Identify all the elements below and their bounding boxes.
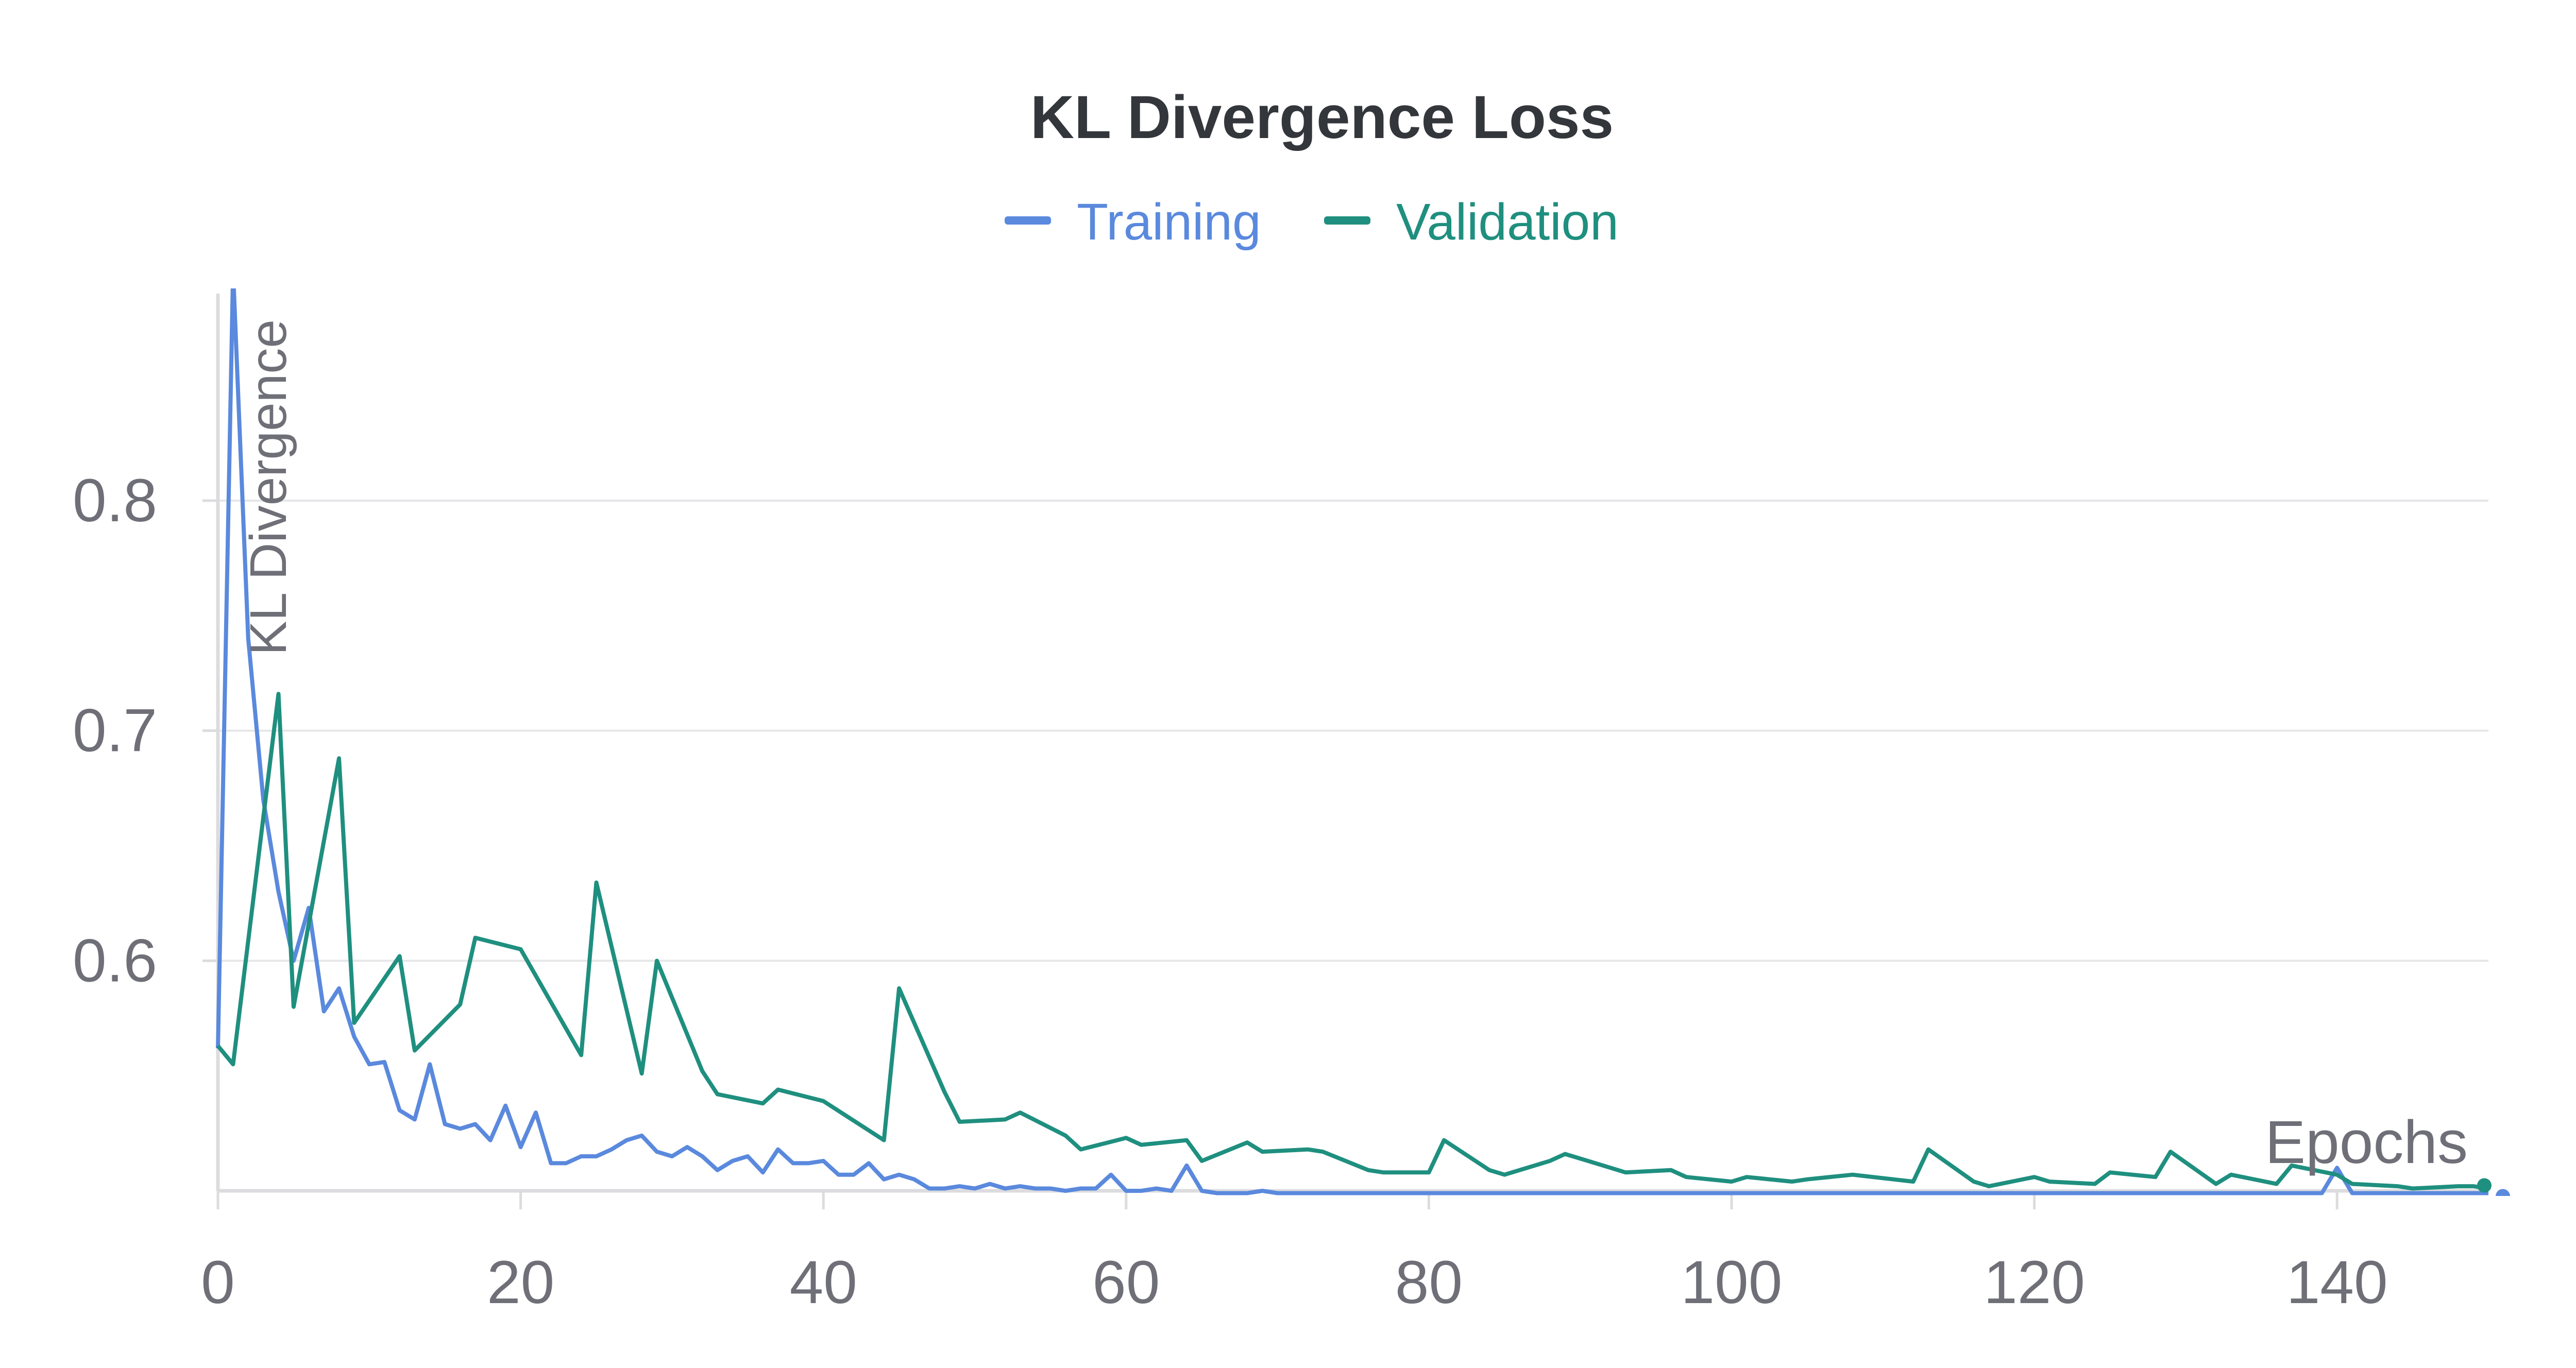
grid-lines [202,499,2488,962]
x-tick-label: 120 [1984,1249,2085,1316]
series-line-validation [216,692,2489,1191]
y-tick-label: 0.8 [73,467,157,535]
legend-swatch-training [1005,216,1051,225]
x-tick-label: 80 [1395,1249,1463,1316]
series-end-marker-training [2496,1189,2510,1196]
y-axis-label: KL Divergence [240,319,297,655]
x-axis-label: Epochs [2265,1108,2468,1176]
x-tick-labels: 0 20 40 60 80 100 120 140 [201,1249,2387,1316]
x-tick-label: 0 [201,1249,235,1316]
legend-item-validation[interactable]: Validation [1324,193,1619,251]
x-tick-label: 20 [487,1249,554,1316]
x-tick-label: 40 [790,1249,857,1316]
series-end-marker-validation [2477,1178,2492,1193]
series-line-training [216,288,2488,1195]
legend-item-training[interactable]: Training [1005,193,1261,251]
chart-title: KL Divergence Loss [1030,83,1614,151]
y-tick-label: 0.6 [73,927,157,995]
x-tick-label: 60 [1092,1249,1160,1316]
y-tick-label: 0.7 [73,697,157,765]
legend-label-validation: Validation [1396,193,1619,251]
y-tick-labels: 0.6 0.7 0.8 [73,467,157,995]
legend: Training Validation [1005,193,1619,251]
x-tick-label: 140 [2286,1249,2388,1316]
series-layer [216,288,2510,1196]
axes [216,294,2488,1209]
x-tick-label: 100 [1681,1249,1783,1316]
legend-swatch-validation [1324,216,1370,225]
legend-label-training: Training [1077,193,1261,251]
